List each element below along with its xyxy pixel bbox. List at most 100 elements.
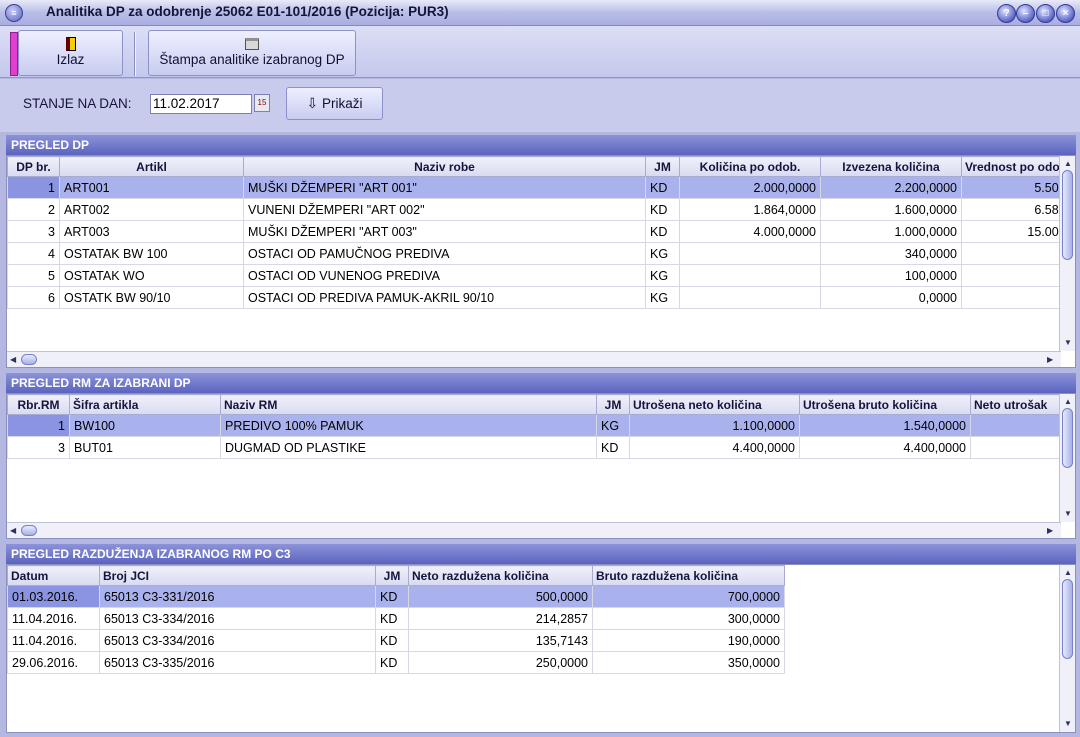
rm-cell: KD xyxy=(596,436,630,459)
c3-column-header[interactable]: Neto razdužena količina xyxy=(408,565,593,586)
c3-column-header[interactable]: Broj JCI xyxy=(99,565,376,586)
rm-cell: 1.540,0000 xyxy=(799,414,971,437)
table-row[interactable]: 29.06.2016. 65013 C3-335/2016 KD 250,0000 35… xyxy=(7,651,785,674)
dp-column-header[interactable]: Vrednost po odo xyxy=(961,156,1064,177)
dp-hscroll-thumb[interactable] xyxy=(21,354,37,365)
date-label: STANJE NA DAN: xyxy=(23,96,132,111)
system-menu-icon[interactable]: ≡ xyxy=(5,4,23,22)
minimize-window-button[interactable]: – xyxy=(1016,4,1035,23)
dp-cell: 2.200,0000 xyxy=(820,176,962,199)
table-row[interactable]: 5 OSTATAK WO OSTACI OD VUNENOG PREDIVA KG 10… xyxy=(7,264,1064,287)
toolbar-grip[interactable] xyxy=(10,32,18,76)
rm-vertical-scrollbar[interactable]: ▲ ▼ xyxy=(1059,394,1075,522)
dp-cell: KD xyxy=(645,220,680,243)
rm-cell: 4.400,0000 xyxy=(799,436,971,459)
c3-vertical-scrollbar[interactable]: ▲ ▼ xyxy=(1059,565,1075,732)
c3-column-header[interactable]: Datum xyxy=(7,565,100,586)
dp-horizontal-scrollbar[interactable]: ◀ ▶ xyxy=(7,351,1061,367)
table-row[interactable]: 2 ART002 VUNENI DŽEMPERI "ART 002" KD 1.864,… xyxy=(7,198,1064,221)
rm-cell: KG xyxy=(596,414,630,437)
dp-cell: MUŠKI DŽEMPERI "ART 001" xyxy=(243,176,646,199)
c3-cell: KD xyxy=(375,629,409,652)
c3-cell: 250,0000 xyxy=(408,651,593,674)
dp-cell: 5 xyxy=(7,264,60,287)
scroll-right-icon[interactable]: ▶ xyxy=(1047,355,1054,364)
help-window-button[interactable]: ? xyxy=(997,4,1016,23)
dp-cell: OSTACI OD PAMUČNOG PREDIVA xyxy=(243,242,646,265)
rm-column-header[interactable]: Rbr.RM xyxy=(7,394,70,415)
dp-column-header[interactable]: DP br. xyxy=(7,156,60,177)
dp-vertical-scrollbar[interactable]: ▲ ▼ xyxy=(1059,156,1075,351)
dp-cell: 4 xyxy=(7,242,60,265)
door-exit-icon xyxy=(65,37,76,51)
c3-cell: KD xyxy=(375,651,409,674)
table-row[interactable]: 1 ART001 MUŠKI DŽEMPERI "ART 001" KD 2.000,0… xyxy=(7,176,1064,199)
rm-cell: PREDIVO 100% PAMUK xyxy=(220,414,597,437)
dp-column-header[interactable]: Naziv robe xyxy=(243,156,646,177)
show-button[interactable]: ⇩ Prikaži xyxy=(286,87,383,120)
dp-cell: 15.00 xyxy=(961,220,1064,243)
rm-vscroll-thumb[interactable] xyxy=(1062,408,1073,468)
c3-column-header[interactable]: Bruto razdužena količina xyxy=(592,565,785,586)
c3-cell: 214,2857 xyxy=(408,607,593,630)
dp-cell: 0,0000 xyxy=(820,286,962,309)
scroll-down-icon[interactable]: ▼ xyxy=(1064,719,1072,728)
table-row[interactable]: 4 OSTATAK BW 100 OSTACI OD PAMUČNOG PREDIV… xyxy=(7,242,1064,265)
scroll-right-icon[interactable]: ▶ xyxy=(1047,526,1054,535)
dp-cell xyxy=(961,286,1064,309)
scroll-up-icon[interactable]: ▲ xyxy=(1064,568,1072,577)
table-row[interactable]: 1 BW100 PREDIVO 100% PAMUK KG 1.100,0000 1.54… xyxy=(7,414,1061,437)
arrow-down-icon: ⇩ xyxy=(306,95,319,111)
dp-column-header[interactable]: Izvezena količina xyxy=(820,156,962,177)
print-analytics-button[interactable]: Štampa analitike izabranog DP xyxy=(148,30,356,76)
dp-cell xyxy=(961,264,1064,287)
dp-cell: OSTATAK WO xyxy=(59,264,244,287)
rm-cell: 4.400,0000 xyxy=(629,436,800,459)
scroll-up-icon[interactable]: ▲ xyxy=(1064,159,1072,168)
scroll-left-icon[interactable]: ◀ xyxy=(10,526,17,535)
rm-column-header[interactable]: Naziv RM xyxy=(220,394,597,415)
rm-column-header[interactable]: Utrošena neto količina xyxy=(629,394,800,415)
dp-cell: 2.000,0000 xyxy=(679,176,821,199)
rm-cell: 1.100,0000 xyxy=(629,414,800,437)
dp-column-header[interactable]: JM xyxy=(645,156,680,177)
table-row[interactable]: 11.04.2016. 65013 C3-334/2016 KD 135,7143 19… xyxy=(7,629,785,652)
c3-cell: 29.06.2016. xyxy=(7,651,100,674)
date-field[interactable]: 11.02.2017 xyxy=(150,94,252,114)
dp-cell: 3 xyxy=(7,220,60,243)
table-row[interactable]: 3 BUT01 DUGMAD OD PLASTIKE KD 4.400,0000 4.40… xyxy=(7,436,1061,459)
dp-column-header[interactable]: Artikl xyxy=(59,156,244,177)
maximize-window-button[interactable]: □ xyxy=(1036,4,1055,23)
table-row[interactable]: 3 ART003 MUŠKI DŽEMPERI "ART 003" KD 4.000,0… xyxy=(7,220,1064,243)
calendar-icon[interactable]: 15 xyxy=(254,94,270,112)
scroll-down-icon[interactable]: ▼ xyxy=(1064,338,1072,347)
scroll-up-icon[interactable]: ▲ xyxy=(1064,397,1072,406)
close-window-button[interactable]: × xyxy=(1056,4,1075,23)
c3-cell: 65013 C3-335/2016 xyxy=(99,651,376,674)
c3-table: Datum Broj JCI JM Neto razdužena količina Br… xyxy=(7,565,785,674)
scroll-down-icon[interactable]: ▼ xyxy=(1064,509,1072,518)
dp-cell: 4.000,0000 xyxy=(679,220,821,243)
rm-hscroll-thumb[interactable] xyxy=(21,525,37,536)
c3-column-header[interactable]: JM xyxy=(375,565,409,586)
scroll-left-icon[interactable]: ◀ xyxy=(10,355,17,364)
dp-cell: KG xyxy=(645,286,680,309)
dp-cell xyxy=(679,264,821,287)
dp-column-header[interactable]: Količina po odob. xyxy=(679,156,821,177)
dp-vscroll-thumb[interactable] xyxy=(1062,170,1073,260)
exit-button[interactable]: Izlaz xyxy=(18,30,123,76)
rm-column-header[interactable]: Neto utrošak xyxy=(970,394,1061,415)
table-row[interactable]: 01.03.2016. 65013 C3-331/2016 KD 500,0000 70… xyxy=(7,585,785,608)
dp-cell: 340,0000 xyxy=(820,242,962,265)
dp-cell: OSTATAK BW 100 xyxy=(59,242,244,265)
table-row[interactable]: 11.04.2016. 65013 C3-334/2016 KD 214,2857 30… xyxy=(7,607,785,630)
rm-horizontal-scrollbar[interactable]: ◀ ▶ xyxy=(7,522,1061,538)
c3-grid: Datum Broj JCI JM Neto razdužena količina Br… xyxy=(6,564,1076,733)
dp-cell: KG xyxy=(645,242,680,265)
c3-cell: KD xyxy=(375,607,409,630)
rm-column-header[interactable]: JM xyxy=(596,394,630,415)
c3-vscroll-thumb[interactable] xyxy=(1062,579,1073,659)
table-row[interactable]: 6 OSTATK BW 90/10 OSTACI OD PREDIVA PAMUK-… xyxy=(7,286,1064,309)
rm-column-header[interactable]: Šifra artikla xyxy=(69,394,221,415)
rm-column-header[interactable]: Utrošena bruto količina xyxy=(799,394,971,415)
